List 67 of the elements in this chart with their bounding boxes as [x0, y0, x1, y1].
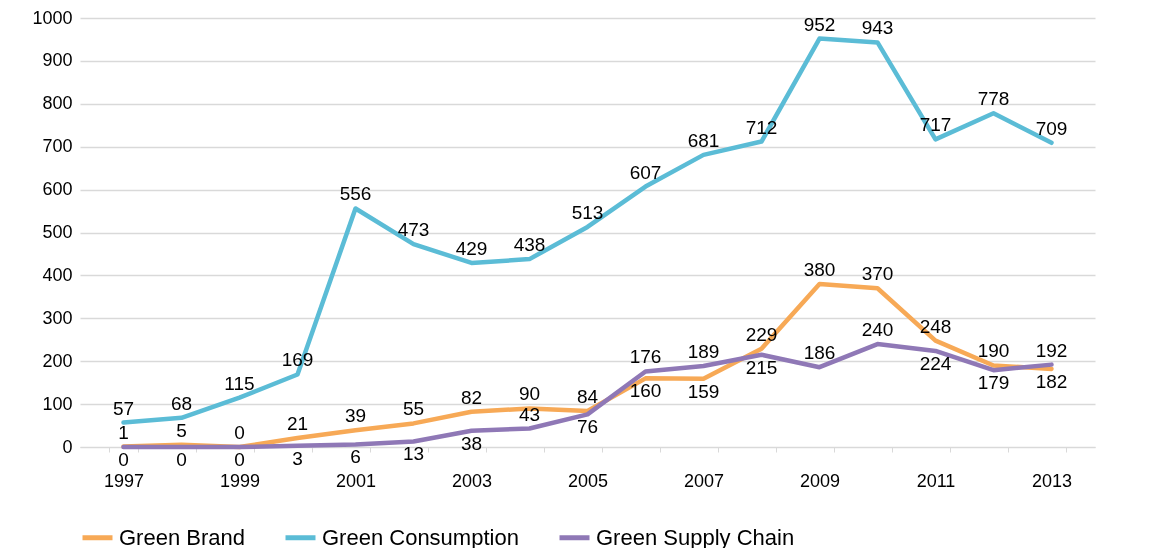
y-tick-label: 1000 — [32, 7, 73, 28]
data-label: 182 — [1035, 370, 1068, 392]
data-label: 159 — [687, 380, 720, 402]
data-label: 240 — [861, 319, 894, 341]
y-tick-label: 0 — [62, 436, 73, 457]
x-tick-label: 2011 — [916, 470, 956, 491]
data-label: 13 — [402, 443, 425, 465]
data-label: 39 — [344, 405, 367, 427]
x-tick-label: 2009 — [799, 470, 841, 491]
legend-label: Green Brand — [119, 524, 245, 548]
data-label: 160 — [629, 380, 662, 402]
data-label: 82 — [460, 386, 483, 408]
y-tick-label: 900 — [42, 50, 73, 71]
data-label: 943 — [861, 17, 894, 39]
data-label: 0 — [118, 449, 129, 470]
y-tick-label: 400 — [42, 264, 73, 285]
data-label: 189 — [687, 340, 720, 362]
y-tick-label: 500 — [42, 222, 73, 242]
data-label: 21 — [286, 412, 309, 434]
data-label: 0 — [234, 422, 245, 443]
data-label: 6 — [350, 446, 361, 468]
data-label: 248 — [919, 315, 952, 337]
data-label: 3 — [292, 447, 303, 469]
data-label: 57 — [112, 397, 135, 419]
data-label: 192 — [1035, 339, 1068, 361]
data-label: 90 — [518, 383, 541, 405]
data-label: 952 — [803, 13, 836, 35]
data-label: 380 — [803, 258, 836, 280]
y-tick-label: 700 — [42, 136, 73, 157]
data-label: 429 — [455, 237, 488, 259]
data-label: 556 — [339, 183, 372, 205]
x-tick-label: 2001 — [335, 470, 377, 491]
x-tick-label: 2007 — [683, 470, 725, 491]
data-label: 224 — [919, 352, 952, 374]
data-label: 473 — [397, 219, 430, 241]
y-tick-label: 200 — [42, 350, 73, 371]
data-label: 215 — [745, 356, 778, 378]
y-tick-label: 800 — [42, 93, 73, 114]
data-label: 5 — [176, 419, 187, 441]
data-label: 55 — [402, 398, 425, 420]
data-label: 38 — [460, 432, 483, 454]
data-label: 513 — [571, 201, 604, 223]
x-tick-label: 2013 — [1031, 470, 1073, 491]
data-label: 438 — [513, 234, 546, 256]
data-label: 778 — [977, 88, 1010, 110]
x-tick-label: 2003 — [451, 470, 493, 491]
x-tick-label: 2005 — [567, 470, 609, 491]
data-label: 370 — [861, 263, 894, 285]
data-label: 186 — [803, 342, 836, 364]
data-label: 681 — [687, 129, 720, 151]
data-label: 84 — [576, 385, 599, 407]
data-label: 68 — [170, 392, 193, 414]
data-label: 607 — [629, 161, 662, 183]
data-label: 709 — [1035, 117, 1068, 139]
x-tick-label: 1997 — [103, 470, 145, 491]
data-label: 0 — [176, 449, 187, 470]
data-label: 76 — [576, 416, 599, 438]
y-tick-label: 600 — [42, 179, 73, 200]
data-label: 190 — [977, 340, 1010, 362]
data-label: 1 — [118, 421, 129, 443]
x-tick-label: 1999 — [219, 470, 261, 491]
y-tick-label: 300 — [42, 307, 73, 328]
data-label: 179 — [977, 372, 1010, 394]
data-label: 176 — [629, 346, 662, 368]
y-tick-label: 100 — [42, 393, 73, 414]
data-label: 0 — [234, 449, 245, 470]
data-label: 115 — [224, 372, 255, 394]
